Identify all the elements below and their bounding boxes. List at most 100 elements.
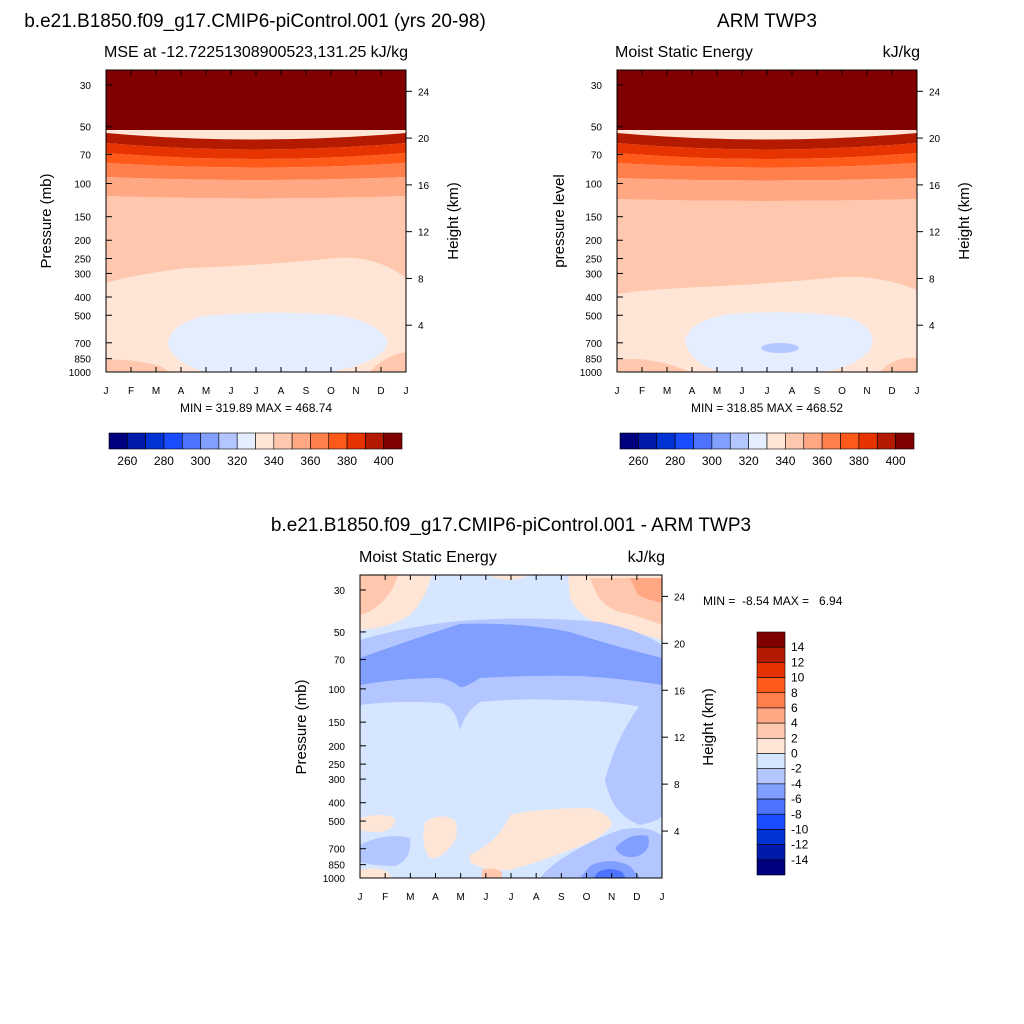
y-tick-label: 150	[328, 718, 345, 729]
panel-model-suptitle: b.e21.B1850.f09_g17.CMIP6-piControl.001 …	[24, 11, 486, 32]
panel-obs-colorbar: 260 280 300 320 340 360 380 400	[619, 432, 915, 468]
panel-model-ylabel: Pressure (mb)	[38, 173, 55, 268]
colorbar-label: 4	[791, 716, 798, 730]
x-tick-label: O	[838, 386, 846, 397]
colorbar-box	[756, 829, 786, 845]
panel-model-ylabel-right: Height (km)	[445, 182, 462, 260]
region-pos-top-mid	[485, 575, 530, 580]
panel-diff-title-left: Moist Static Energy	[359, 549, 497, 566]
region-pos-surface-mid	[482, 868, 502, 878]
height-tick-label: 4	[929, 321, 935, 332]
region-neg-low-left	[360, 836, 411, 866]
near-surface-band	[617, 359, 690, 372]
x-tick-label: M	[406, 892, 414, 903]
colorbar-label: 280	[665, 454, 685, 468]
height-tick-label: 16	[929, 181, 941, 192]
x-tick-label: M	[713, 386, 721, 397]
panel-obs-axes: J F M A M J J A S O N D J 30 50 70 100 150 200 250 300 400 500…	[580, 70, 941, 397]
colorbar-box	[895, 432, 915, 450]
colorbar-label: 14	[791, 640, 805, 654]
y-tick-label: 100	[585, 179, 602, 190]
colorbar-label: -12	[791, 838, 809, 852]
x-tick-label: S	[558, 892, 565, 903]
colorbar-box	[756, 859, 786, 876]
colorbar-box	[756, 798, 786, 815]
colorbar-box	[619, 432, 639, 450]
colorbar-box	[674, 432, 694, 450]
band-top	[106, 70, 406, 130]
y-tick-label: 30	[334, 586, 346, 597]
height-tick-label: 16	[674, 686, 686, 697]
colorbar-box	[756, 692, 786, 709]
colorbar-box	[638, 432, 658, 450]
panel-diff-stats: MIN = -8.54 MAX = 6.94	[703, 594, 843, 608]
colorbar-label: 360	[812, 454, 832, 468]
band-360	[617, 163, 917, 181]
region-neg-low-right-4	[615, 835, 649, 857]
y-tick-label: 500	[328, 817, 345, 828]
colorbar-box	[108, 432, 128, 450]
colorbar-box	[127, 432, 146, 450]
colorbar-label: 10	[791, 671, 805, 685]
colorbar-label: 260	[117, 454, 137, 468]
y-tick-label: 1000	[580, 368, 603, 379]
colorbar-label: 260	[628, 454, 648, 468]
y-tick-label: 100	[74, 179, 91, 190]
x-tick-label: J	[254, 386, 259, 397]
colorbar-box	[756, 768, 786, 785]
x-tick-label: N	[352, 386, 359, 397]
x-tick-label: S	[814, 386, 821, 397]
y-tick-label: 300	[585, 269, 602, 280]
panel-diff-title-right: kJ/kg	[628, 549, 665, 566]
y-tick-label: 850	[74, 355, 91, 366]
x-tick-label: S	[303, 386, 310, 397]
colorbar-box	[756, 813, 786, 830]
height-tick-label: 20	[929, 134, 941, 145]
band-340	[617, 199, 917, 294]
height-tick-label: 8	[674, 780, 680, 791]
colorbar-box	[876, 432, 896, 450]
colorbar-box	[346, 432, 366, 450]
colorbar-label: -10	[791, 822, 809, 836]
region-pos-low-left	[360, 815, 395, 832]
colorbar-box	[785, 432, 805, 450]
colorbar-label: 400	[886, 454, 906, 468]
blob-320	[685, 312, 873, 372]
y-tick-label: 70	[80, 150, 92, 161]
colorbar-box	[756, 646, 786, 663]
panel-model-stats: MIN = 319.89 MAX = 468.74	[180, 401, 332, 415]
panel-diff-field	[360, 575, 662, 878]
blob-310	[761, 343, 799, 353]
band-380	[617, 143, 917, 159]
band-390	[617, 133, 917, 150]
colorbar-box	[365, 432, 384, 450]
y-tick-label: 700	[585, 339, 602, 350]
y-tick-label: 300	[328, 775, 345, 786]
colorbar-box	[748, 432, 768, 450]
x-tick-label: J	[229, 386, 234, 397]
region-neg4	[360, 623, 662, 688]
y-tick-label: 250	[328, 760, 345, 771]
band-370	[106, 153, 406, 168]
height-tick-label: 12	[674, 733, 686, 744]
height-tick-label: 20	[418, 134, 430, 145]
region-pos-top-right-3	[630, 578, 662, 603]
y-tick-label: 200	[328, 742, 345, 753]
panel-obs-title-right: kJ/kg	[883, 44, 920, 61]
x-tick-label: D	[377, 386, 384, 397]
colorbar-label: 280	[154, 454, 174, 468]
y-tick-label: 150	[585, 213, 602, 224]
x-tick-label: F	[128, 386, 134, 397]
band-350	[617, 178, 917, 201]
colorbar-label: 380	[337, 454, 357, 468]
panel-diff: b.e21.B1850.f09_g17.CMIP6-piControl.001 …	[271, 515, 843, 903]
region-pos-low-center	[470, 808, 612, 871]
band-370	[617, 153, 917, 168]
y-tick-label: 300	[74, 269, 91, 280]
y-tick-label: 50	[591, 123, 603, 134]
colorbar-box	[656, 432, 676, 450]
panel-obs-ylabel: pressure level	[551, 174, 568, 267]
height-tick-label: 8	[929, 274, 935, 285]
